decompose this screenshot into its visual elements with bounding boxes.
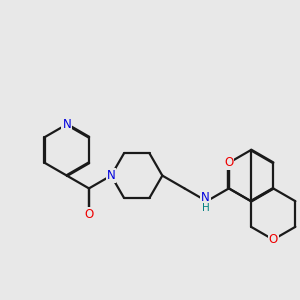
Text: O: O: [268, 233, 278, 246]
Text: O: O: [84, 208, 94, 220]
Text: N: N: [107, 169, 116, 182]
Text: H: H: [202, 202, 209, 213]
Text: O: O: [224, 156, 233, 169]
Text: N: N: [62, 118, 71, 131]
Text: N: N: [201, 191, 210, 204]
